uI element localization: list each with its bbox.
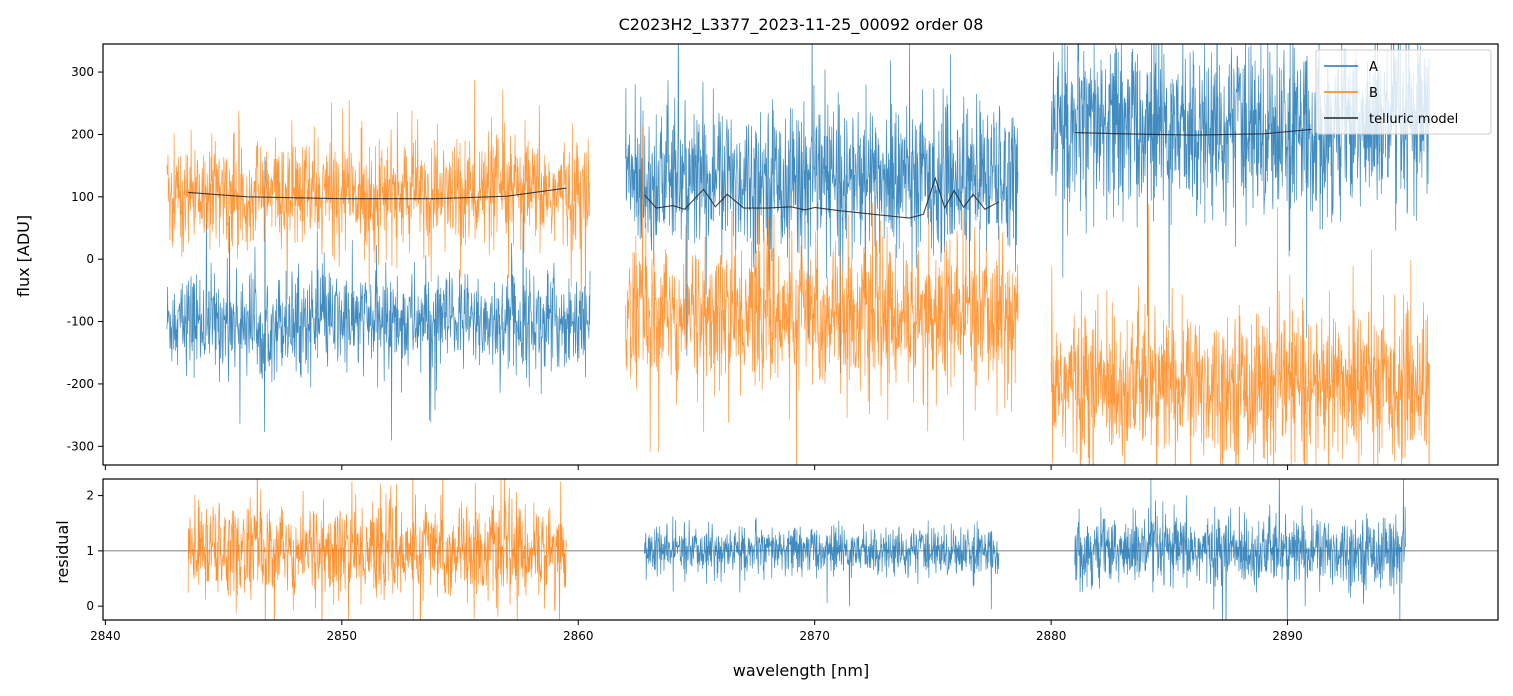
legend-label-b: B — [1369, 86, 1378, 101]
flux-plot-area — [166, 44, 1430, 465]
x-tick-label-2880: 2880 — [1036, 629, 1067, 643]
residual-y-ticks: 2 1 0 — [86, 489, 103, 613]
x-tick-label-2890: 2890 — [1272, 629, 1303, 643]
figure-title: C2023H2_L3377_2023-11-25_00092 order 08 — [619, 15, 984, 35]
residual-panel: 2 1 0 2840 2850 2860 2870 2880 2890 residual wa… — [53, 478, 1499, 680]
residual-segment-1 — [187, 479, 567, 620]
series-b-segment-2 — [625, 126, 1019, 465]
flux-y-tick-label-0: 0 — [86, 252, 94, 266]
residual-x-ticks: 2840 2850 2860 2870 2880 2890 — [90, 620, 1303, 643]
legend-label-a: A — [1369, 60, 1378, 75]
residual-axes-frame — [102, 478, 1499, 621]
flux-y-tick-label--300: -300 — [67, 439, 94, 453]
flux-y-tick-label-200: 200 — [71, 127, 94, 141]
residual-plot-area — [103, 479, 1498, 620]
flux-y-axis-label: flux [ADU] — [14, 215, 33, 297]
residual-segment-3 — [1074, 479, 1407, 620]
x-tick-label-2860: 2860 — [563, 629, 594, 643]
telluric-model-segment-1 — [188, 187, 567, 200]
telluric-model-segment-3 — [1074, 128, 1312, 136]
series-b-segment-1 — [166, 80, 591, 352]
x-tick-label-2840: 2840 — [90, 629, 121, 643]
residual-y-axis-label: residual — [53, 520, 72, 583]
series-a-segment-1 — [166, 156, 591, 441]
legend-box — [1315, 49, 1492, 135]
flux-x-ticks — [104, 465, 1289, 470]
residual-y-tick-label-0: 0 — [86, 599, 94, 613]
x-axis-label: wavelength [nm] — [733, 661, 870, 680]
x-tick-label-2870: 2870 — [799, 629, 830, 643]
legend-label-telluric: telluric model — [1369, 112, 1458, 127]
x-tick-label-2850: 2850 — [327, 629, 358, 643]
flux-y-tick-label-100: 100 — [71, 190, 94, 204]
residual-y-tick-label-2: 2 — [86, 489, 94, 503]
series-b-segment-3 — [1050, 204, 1430, 465]
flux-y-tick-label--200: -200 — [67, 377, 94, 391]
legend: A B telluric model — [1315, 49, 1492, 135]
flux-y-tick-label--100: -100 — [67, 315, 94, 329]
flux-panel: 300 200 100 0 -100 -200 -300 flux [ADU] A B te… — [14, 43, 1499, 470]
flux-axes-frame — [102, 43, 1499, 466]
series-a-segment-2 — [625, 44, 1019, 373]
residual-y-tick-label-1: 1 — [86, 544, 94, 558]
flux-y-ticks: 300 200 100 0 -100 -200 -300 — [67, 65, 103, 453]
telluric-model-segment-2 — [644, 176, 1000, 219]
residual-segment-2 — [644, 516, 1000, 610]
flux-y-tick-label-300: 300 — [71, 65, 94, 79]
